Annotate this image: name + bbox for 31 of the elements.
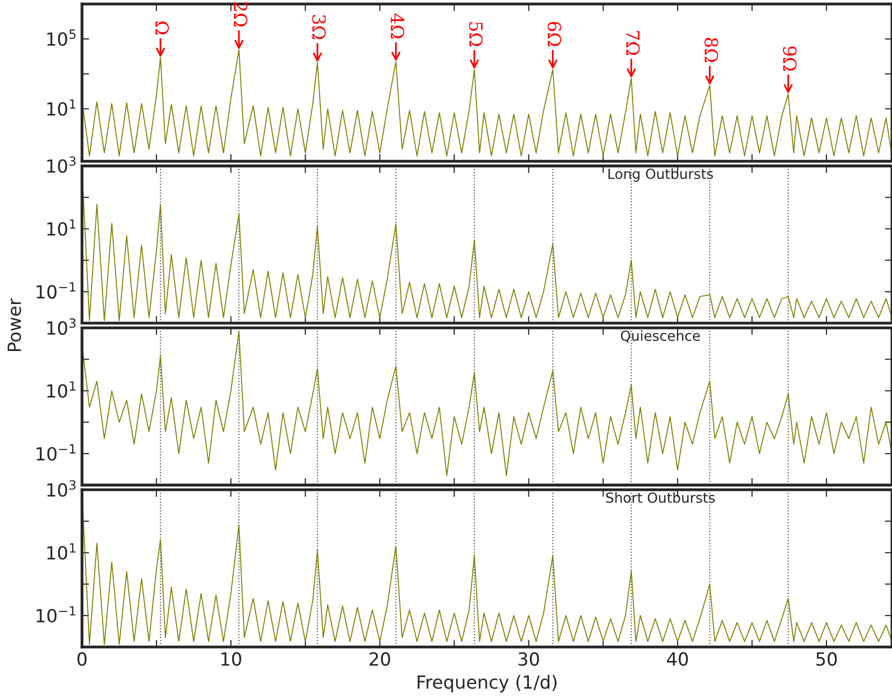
annotation: 6Ω — [548, 22, 562, 46]
chart-title: Quiescence — [620, 330, 700, 343]
x-tick-label: 30 — [518, 652, 539, 666]
y-axis-title: Power — [8, 298, 22, 352]
y-tick-label: 10$^{−1}$ — [36, 444, 76, 461]
y-tick-label: 10$^{3}$ — [47, 318, 76, 335]
y-tick-label: 10$^{3}$ — [47, 156, 76, 173]
x-axis-title: Frequency (1/d) — [418, 674, 557, 692]
x-tick-label: 10 — [221, 652, 242, 666]
chart-title: Short Outbursts — [606, 492, 715, 503]
chart-title: Long Outbursts — [608, 168, 713, 182]
y-tick-label: 10$^{1}$ — [47, 219, 76, 236]
annotation: 9Ω — [782, 46, 797, 71]
y-tick-label: 10$^{1}$ — [47, 543, 76, 560]
x-tick-label: 40 — [666, 652, 688, 666]
annotation: 4Ω — [390, 14, 404, 38]
y-tick-label: 10$^{−1}$ — [36, 606, 76, 623]
y-tick-label: 10$^{5}$ — [47, 30, 76, 46]
x-tick-label: 0 — [77, 652, 87, 666]
annotation: Ω — [155, 22, 169, 34]
y-tick-label: 10$^{1}$ — [47, 99, 76, 116]
y-tick-label: 10$^{1}$ — [47, 381, 76, 398]
annotation: 2Ω — [234, 2, 248, 26]
annotation: 5Ω — [469, 22, 483, 46]
annotation: 7Ω — [626, 31, 640, 55]
x-tick-label: 20 — [370, 652, 390, 666]
x-tick-label: 50 — [816, 652, 837, 666]
annotation: 8Ω — [704, 38, 718, 62]
y-tick-label: 10$^{3}$ — [47, 480, 76, 497]
annotation: 3Ω — [312, 15, 326, 40]
y-tick-label: 10$^{−1}$ — [36, 282, 76, 299]
